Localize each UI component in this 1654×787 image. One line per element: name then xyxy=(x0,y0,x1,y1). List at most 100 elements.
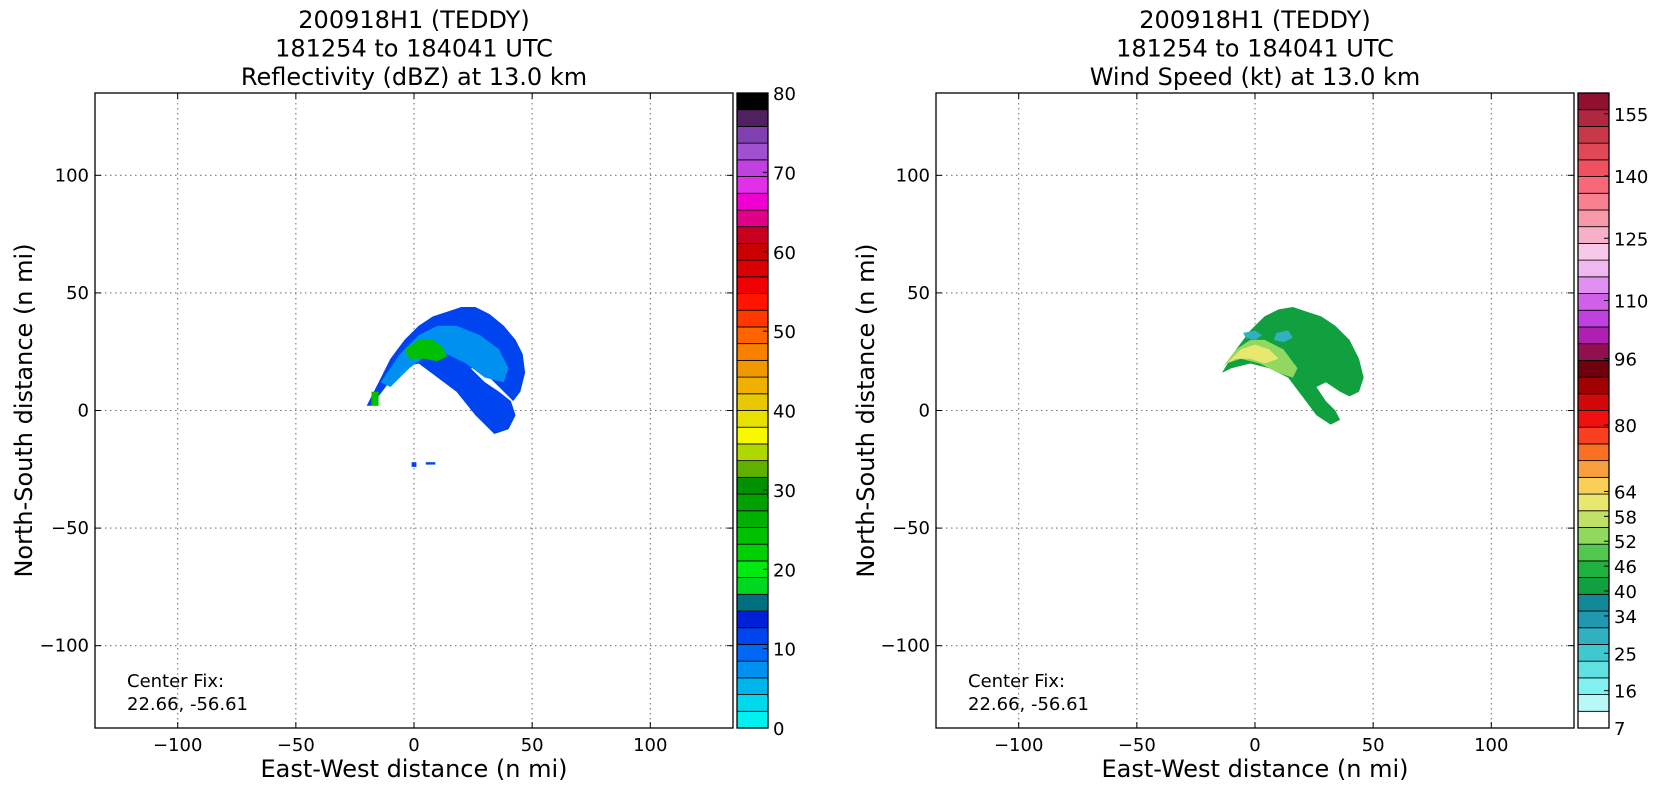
colorbar-segment xyxy=(736,209,769,228)
center-fix-annotation: 22.66, -56.61 xyxy=(127,694,248,715)
x-tick-label: 0 xyxy=(1249,735,1260,756)
colorbar-segment xyxy=(1577,426,1610,445)
y-axis-label: North-South distance (n mi) xyxy=(852,243,880,577)
x-axis-label: East-West distance (n mi) xyxy=(1101,755,1408,783)
colorbar-segment xyxy=(1577,126,1610,144)
data-region xyxy=(1226,344,1279,364)
chart-title-line: 181254 to 184041 UTC xyxy=(275,35,553,63)
colorbar-segment xyxy=(736,510,769,528)
colorbar-tick-label: 40 xyxy=(1614,582,1637,603)
chart-panel-1: 200918H1 (TEDDY)181254 to 184041 UTCWind… xyxy=(852,6,1648,783)
x-tick-label: −50 xyxy=(277,735,315,756)
colorbar-segment xyxy=(1577,443,1610,462)
y-tick-label: −100 xyxy=(40,636,89,657)
colorbar-segment xyxy=(1577,276,1610,294)
colorbar-tick-label: 40 xyxy=(773,402,796,423)
colorbar-segment xyxy=(1577,343,1610,361)
y-tick-label: 100 xyxy=(896,165,930,186)
x-tick-label: −100 xyxy=(153,735,202,756)
x-tick-label: −50 xyxy=(1118,735,1156,756)
colorbar-segment xyxy=(736,443,769,462)
colorbar-tick-label: 7 xyxy=(1614,719,1625,740)
colorbar-tick-label: 25 xyxy=(1614,644,1637,665)
colorbar-segment xyxy=(1577,359,1610,378)
x-axis-label: East-West distance (n mi) xyxy=(260,755,567,783)
colorbar-segment xyxy=(736,627,769,645)
y-tick-label: −100 xyxy=(881,636,930,657)
colorbar-tick-label: 96 xyxy=(1614,350,1637,371)
y-tick-label: 0 xyxy=(919,401,930,422)
colorbar-tick-label: 80 xyxy=(1614,416,1637,437)
colorbar-segment xyxy=(1577,326,1610,345)
colorbar-segment xyxy=(736,710,769,729)
colorbar-segment xyxy=(736,543,769,562)
data-region xyxy=(404,339,448,362)
colorbar-segment xyxy=(736,644,769,662)
colorbar-segment xyxy=(736,309,769,328)
colorbar-segment xyxy=(1577,560,1610,579)
x-tick-label: −100 xyxy=(994,735,1043,756)
colorbar-segment xyxy=(1577,176,1610,194)
x-tick-label: 100 xyxy=(633,735,667,756)
colorbar-segment xyxy=(1577,192,1610,211)
colorbar-tick-label: 10 xyxy=(773,640,796,661)
colorbar-segment xyxy=(1577,376,1610,395)
data-region xyxy=(366,307,526,434)
colorbar-segment xyxy=(1577,393,1610,411)
colorbar-tick-label: 155 xyxy=(1614,105,1648,126)
y-tick-label: 50 xyxy=(907,283,930,304)
colorbar-tick-label: 20 xyxy=(773,560,796,581)
chart-title-line: Reflectivity (dBZ) at 13.0 km xyxy=(241,63,587,91)
colorbar-segment xyxy=(1577,710,1610,729)
colorbar-segment xyxy=(736,92,769,111)
colorbar-tick-label: 16 xyxy=(1614,682,1637,703)
y-tick-label: 100 xyxy=(55,165,89,186)
colorbar-tick-label: 46 xyxy=(1614,557,1637,578)
colorbar-segment xyxy=(736,259,769,278)
y-axis-label: North-South distance (n mi) xyxy=(10,243,38,577)
colorbar-segment xyxy=(1577,593,1610,612)
chart-title-line: 200918H1 (TEDDY) xyxy=(1139,6,1370,34)
colorbar-segment xyxy=(1577,694,1610,712)
colorbar-segment xyxy=(736,460,769,478)
data-region xyxy=(425,462,436,465)
colorbar-segment xyxy=(736,343,769,361)
colorbar-segment xyxy=(736,493,769,512)
colorbar-segment xyxy=(1577,159,1610,177)
colorbar-segment xyxy=(1577,610,1610,629)
colorbar-tick-label: 30 xyxy=(773,481,796,502)
chart-title-line: Wind Speed (kt) at 13.0 km xyxy=(1090,63,1421,91)
y-tick-label: −50 xyxy=(51,518,89,539)
colorbar-segment xyxy=(1577,577,1610,595)
x-tick-label: 50 xyxy=(1362,735,1385,756)
colorbar-tick-label: 110 xyxy=(1614,292,1648,313)
data-region xyxy=(411,462,417,467)
data-region xyxy=(380,325,509,387)
colorbar-tick-label: 58 xyxy=(1614,507,1637,528)
colorbar-segment xyxy=(736,326,769,345)
colorbar-segment xyxy=(736,376,769,395)
colorbar-segment xyxy=(736,176,769,194)
chart-panel-0: 200918H1 (TEDDY)181254 to 184041 UTCRefl… xyxy=(10,6,796,783)
colorbar-tick-label: 34 xyxy=(1614,607,1637,628)
chart-title-line: 200918H1 (TEDDY) xyxy=(298,6,529,34)
colorbar-segment xyxy=(1577,226,1610,244)
colorbar-segment xyxy=(736,393,769,411)
data-region xyxy=(371,391,379,406)
colorbar-segment xyxy=(1577,660,1610,679)
y-tick-label: 0 xyxy=(78,401,89,422)
colorbar-segment xyxy=(1577,309,1610,328)
colorbar-segment xyxy=(1577,543,1610,562)
colorbar-segment xyxy=(736,192,769,211)
colorbar-tick-label: 50 xyxy=(773,322,796,343)
x-tick-label: 100 xyxy=(1474,735,1508,756)
colorbar-segment xyxy=(736,527,769,545)
colorbar-tick-label: 60 xyxy=(773,243,796,264)
y-tick-label: 50 xyxy=(66,283,89,304)
colorbar-segment xyxy=(736,610,769,629)
colorbar-segment xyxy=(736,226,769,244)
colorbar-segment xyxy=(736,359,769,378)
x-tick-label: 50 xyxy=(521,735,544,756)
data-region xyxy=(1243,330,1263,340)
center-fix-annotation: Center Fix: xyxy=(968,671,1065,692)
